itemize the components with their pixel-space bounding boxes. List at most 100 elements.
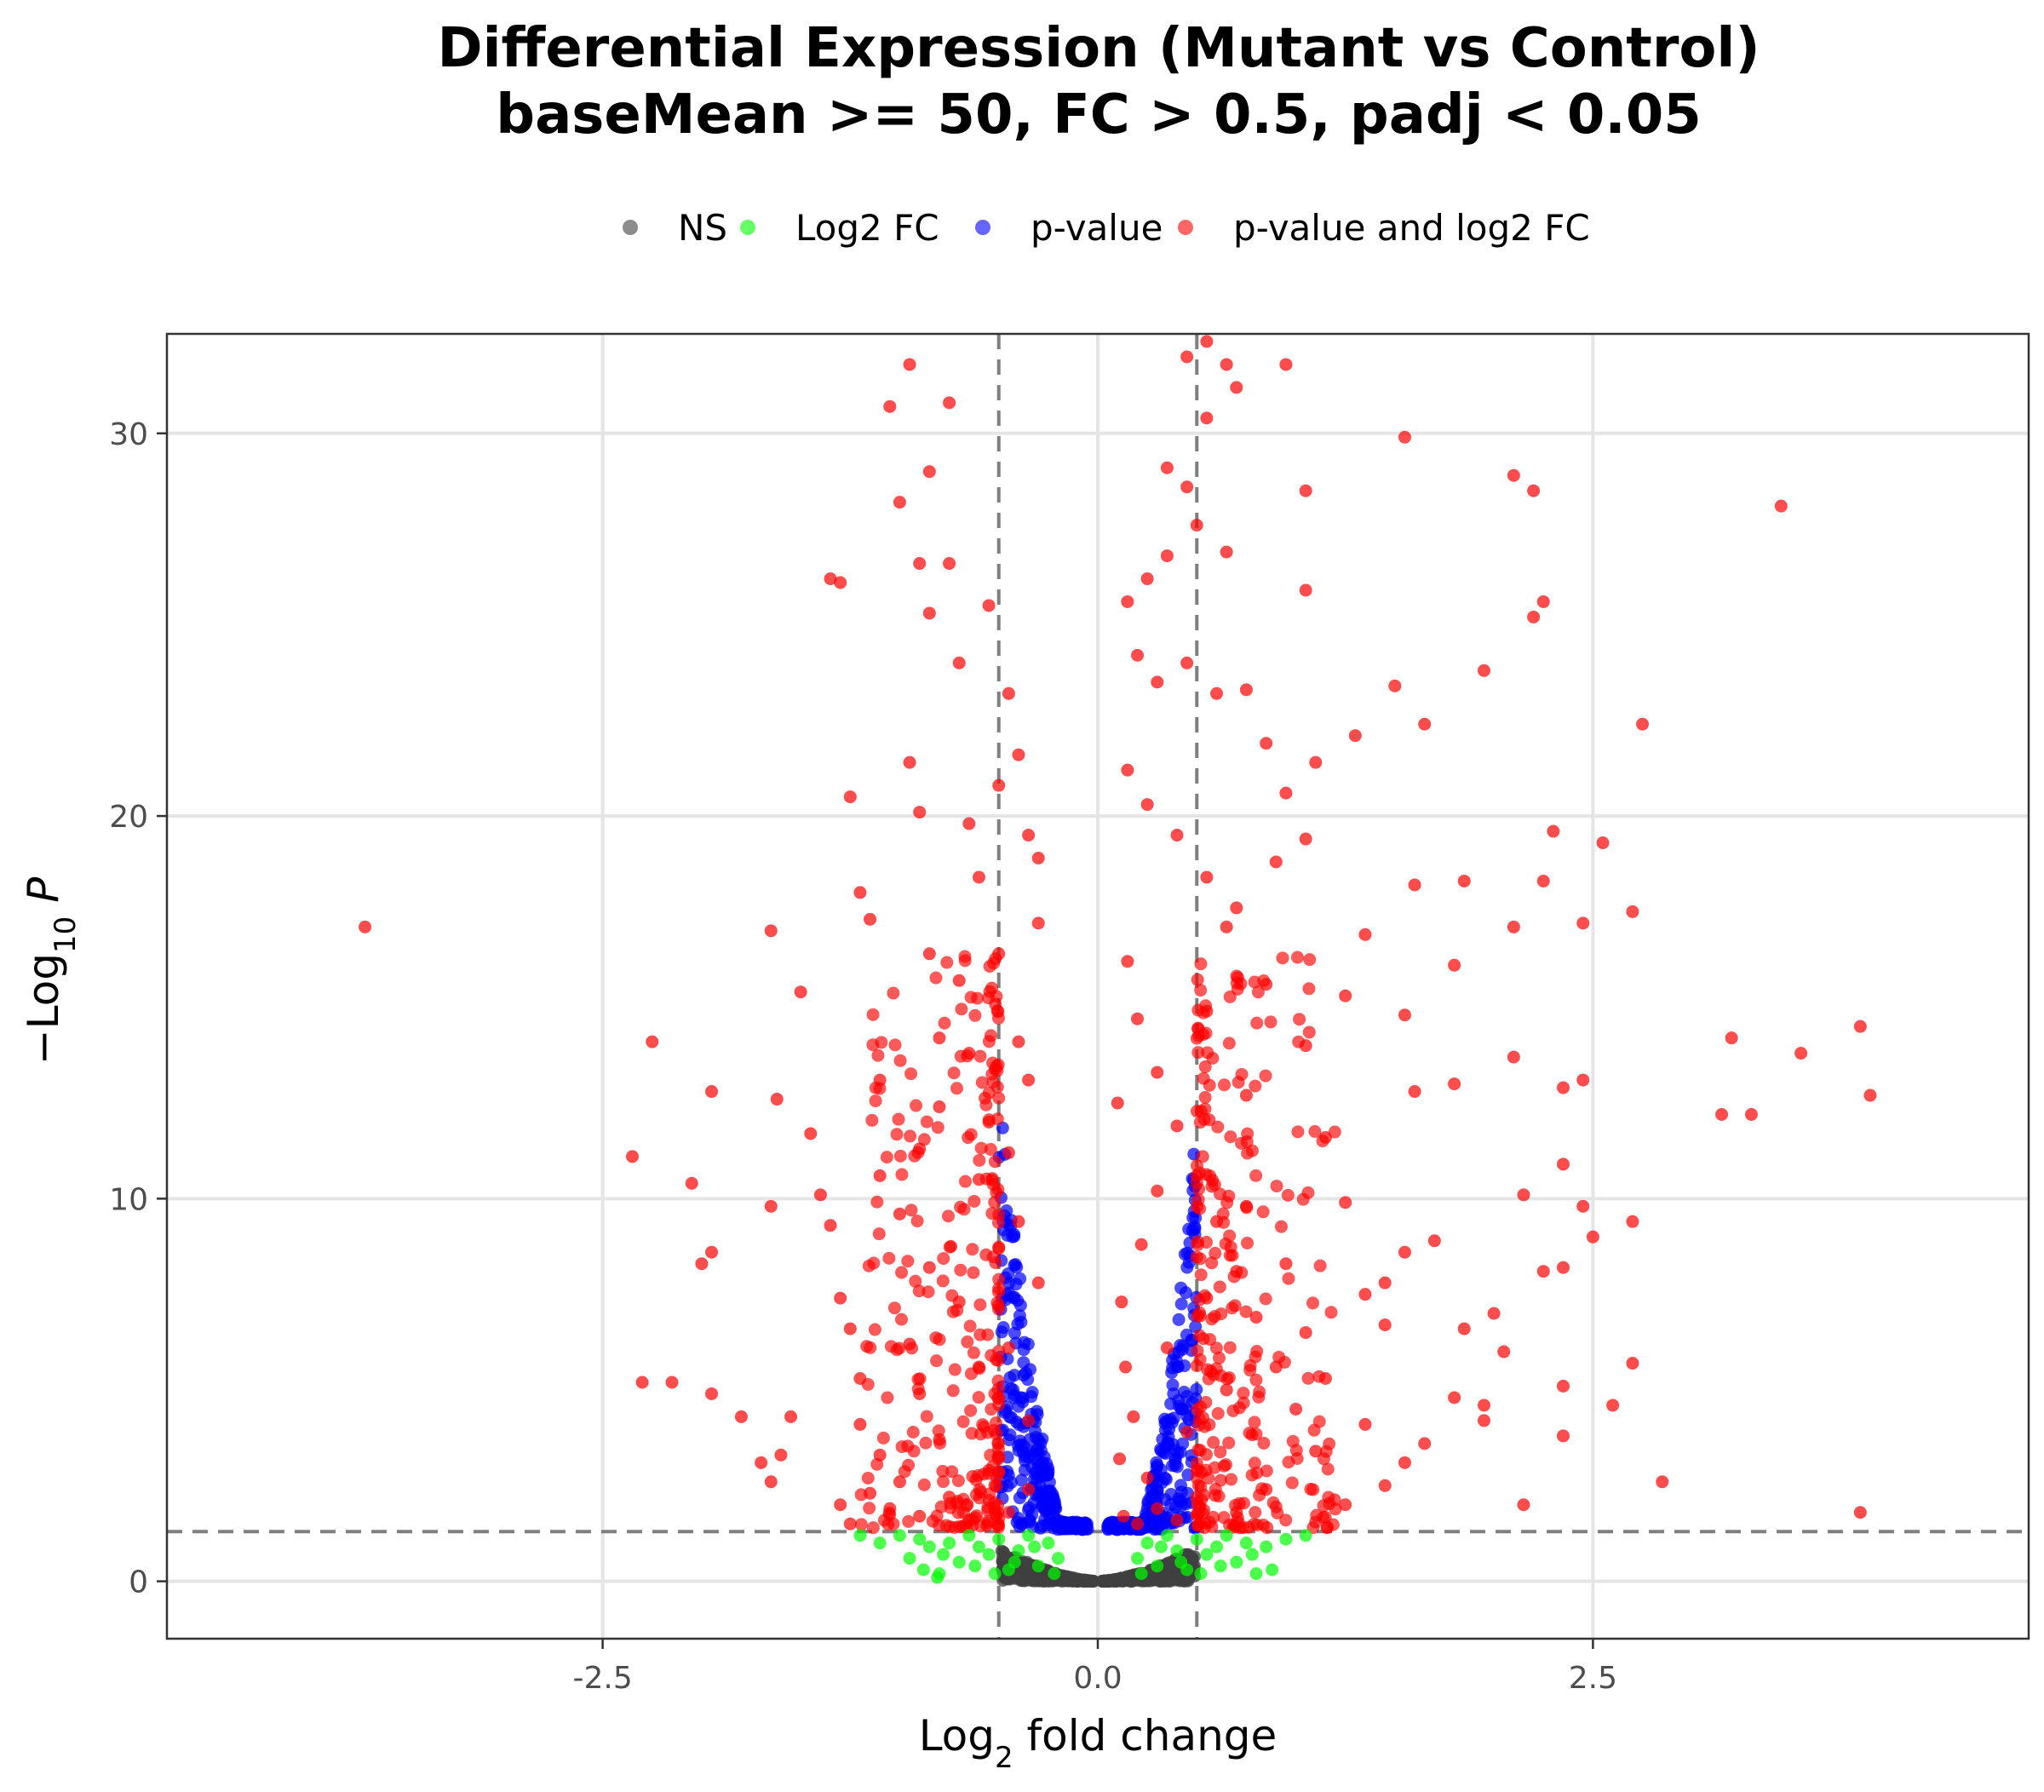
sig-point: [1321, 1462, 1335, 1476]
sig-point: [988, 1196, 1002, 1209]
fc-point: [972, 1540, 985, 1554]
y-axis: 0 10 20 30: [109, 417, 167, 1600]
sig-point: [1160, 1341, 1174, 1355]
sig-point: [948, 1363, 962, 1376]
sig-point: [784, 1410, 798, 1423]
x-axis-title: Log2 fold change: [919, 1711, 1278, 1775]
y-tick-label: 0: [129, 1565, 148, 1600]
sig-point: [1497, 1345, 1511, 1358]
sig-point: [1398, 1245, 1411, 1259]
sig-point: [986, 1056, 1000, 1070]
sig-point: [922, 947, 936, 961]
x-tick-label: 0.0: [1073, 1661, 1122, 1696]
sig-point: [1270, 1180, 1283, 1193]
fc-point: [1134, 1567, 1148, 1581]
sig-point: [1198, 1102, 1212, 1116]
sig-point: [1131, 648, 1145, 662]
sig-point: [861, 1471, 875, 1485]
sig-point: [903, 755, 916, 769]
sig-point: [1228, 1299, 1242, 1312]
sig-point: [944, 1239, 958, 1253]
sig-point: [1012, 748, 1025, 761]
sig-point: [973, 1298, 987, 1312]
fc-point: [1042, 1536, 1055, 1550]
sig-point: [1310, 1508, 1323, 1522]
sig-point: [954, 1263, 967, 1277]
sig-point: [1448, 1391, 1461, 1404]
sig-point: [963, 1319, 977, 1333]
sig-point: [992, 1450, 1006, 1464]
sig-point: [902, 1514, 916, 1528]
sig-point: [1626, 1357, 1639, 1370]
fc-point: [1131, 1552, 1145, 1565]
sig-point: [1022, 829, 1036, 842]
sig-point: [1487, 1307, 1501, 1320]
sig-point: [1237, 1496, 1250, 1510]
sig-point: [1249, 1311, 1263, 1324]
sig-point: [933, 1031, 946, 1045]
sig-point: [1239, 683, 1253, 697]
sig-point: [1517, 1188, 1530, 1202]
sig-point: [1200, 1291, 1214, 1305]
sig-point: [863, 1502, 876, 1515]
sig-point: [1606, 1399, 1620, 1412]
sig-point: [875, 1036, 888, 1049]
sig-point: [1212, 1490, 1226, 1503]
sig-point: [1193, 1252, 1207, 1266]
sig-point: [1210, 686, 1224, 700]
sig-point: [1303, 953, 1317, 967]
pvalue-point: [1058, 1517, 1071, 1531]
sig-point: [1131, 1517, 1145, 1531]
legend-key: [1178, 220, 1193, 235]
sig-point: [1223, 1341, 1237, 1354]
ns-point: [997, 1553, 1011, 1566]
sig-point: [1317, 1499, 1330, 1513]
ns-point: [1014, 1574, 1028, 1588]
sig-point: [1557, 1261, 1570, 1274]
sig-point: [705, 1085, 719, 1099]
fc-point: [1048, 1567, 1061, 1581]
sig-point: [1299, 583, 1312, 597]
sig-point: [933, 1519, 946, 1532]
pvalue-point: [1034, 1521, 1048, 1535]
sig-point: [1191, 973, 1204, 986]
legend-key: [975, 220, 990, 235]
sig-point: [1477, 1414, 1490, 1427]
sig-point: [1198, 1090, 1212, 1104]
sig-point: [1328, 1125, 1341, 1139]
sig-point: [1317, 1452, 1330, 1466]
sig-point: [929, 1331, 943, 1345]
sig-point: [1507, 920, 1520, 933]
sig-point: [854, 1518, 868, 1531]
sig-point: [1140, 1471, 1154, 1485]
sig-point: [1222, 1371, 1236, 1385]
sig-point: [764, 924, 778, 938]
sig-point: [883, 399, 897, 413]
sig-point: [894, 1312, 908, 1326]
sig-point: [1290, 1451, 1304, 1465]
sig-point: [895, 1168, 909, 1181]
sig-point: [1197, 1071, 1210, 1085]
pvalue-point: [1006, 1230, 1019, 1243]
sig-point: [903, 358, 916, 371]
sig-point: [1191, 1309, 1204, 1323]
sig-point: [1302, 1025, 1316, 1039]
sig-point: [933, 1100, 946, 1114]
sig-point: [893, 496, 906, 509]
sig-point: [1218, 1078, 1232, 1092]
x-axis: -2.5 0.0 2.5: [572, 1639, 1617, 1696]
sig-point: [972, 1173, 985, 1186]
sig-point: [1774, 499, 1788, 513]
legend-label: p-value: [1031, 207, 1163, 249]
sig-point: [1127, 1410, 1140, 1423]
pvalue-point: [1004, 1476, 1018, 1490]
sig-point: [890, 1343, 904, 1357]
sig-point: [913, 1372, 927, 1386]
fc-point: [1170, 1544, 1184, 1558]
sig-point: [705, 1387, 719, 1400]
sig-point: [1211, 1407, 1225, 1421]
sig-point: [952, 974, 966, 987]
sig-point: [943, 1520, 956, 1534]
sig-point: [958, 950, 972, 963]
